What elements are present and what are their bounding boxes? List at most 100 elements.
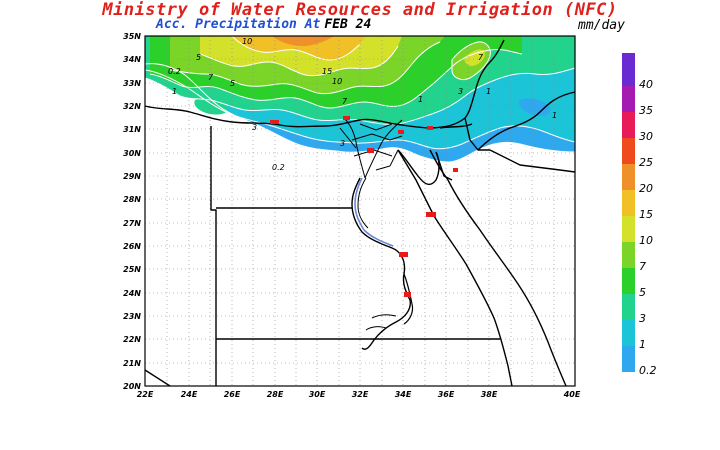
contour-label: 7 [208,73,214,82]
colorbar-swatch [622,53,635,86]
mediterranean-coast [144,39,505,129]
lat-label: 22N [123,335,141,344]
lon-label: 28E [267,390,284,399]
city-markers [270,116,458,297]
lat-label: 25N [123,265,141,274]
colorbar-tick: 3 [639,312,646,325]
lon-label: 22E [137,390,154,399]
colorbar-tick: 25 [639,156,653,169]
subtitle-date: FEB 24 [324,17,372,32]
city-marker [398,130,404,134]
colorbar-tick: 10 [639,234,653,247]
egypt-libya-border [210,126,217,386]
colorbar-tick: 15 [639,208,653,221]
contour-label: 7 [342,97,348,106]
map-title: Ministry of Water Resources and Irrigati… [102,0,618,20]
city-marker [404,292,411,297]
colorbar-swatch [622,86,635,112]
lat-label: 21N [123,359,141,368]
contour-label: 0.2 [272,163,285,172]
red-sea-east-coast [429,149,567,387]
coastlines-borders [144,39,576,387]
colorbar-swatch [622,294,635,320]
colorbar-tick: 20 [639,182,653,195]
colorbar-swatch [622,346,635,372]
colorbar-swatch [622,164,635,190]
colorbar-tick: 35 [639,104,653,117]
city-marker [453,168,458,172]
lat-label: 31N [123,125,141,134]
colorbar-tick: 40 [639,78,653,91]
colorbar-tick: 0.2 [639,364,657,377]
lat-label: 34N [123,55,141,64]
city-marker [399,252,408,257]
lon-label: 26E [224,390,241,399]
city-marker [426,212,436,217]
contour-label: 5 [230,79,235,88]
map-frame [144,35,576,387]
lat-label: 30N [123,149,141,158]
longitude-axis: 22E 24E 26E 28E 30E 32E 34E 36E 38E 40E [137,390,581,399]
colorbar-tick: 30 [639,130,653,143]
border-segment [439,123,473,129]
nile-river [351,177,414,350]
lon-label: 36E [438,390,455,399]
contour-label: 10 [242,37,252,46]
colorbar-swatch [622,268,635,294]
subtitle-label: Acc. Precipitation At [156,17,321,32]
precip-band-15 [232,36,366,60]
contour-label: 1 [552,111,557,120]
contour-value-labels: 10 15 10 7 5 3 1 0.2 0.2 1 3 5 7 3 1 1 7 [168,37,557,172]
lon-label: 38E [481,390,498,399]
lat-label: 29N [123,172,141,181]
colorbar-swatch [622,242,635,268]
lat-label: 26N [123,242,141,251]
levant-border [464,117,490,151]
contour-label: 3 [458,87,463,96]
red-sea-west-coast [397,149,513,387]
lat-label: 23N [123,312,141,321]
precip-cell-levant-core [464,49,485,66]
lon-label: 30E [309,390,326,399]
contour-label: 0.2 [168,67,181,76]
contour-label: 10 [332,77,342,86]
colorbar-tick: 5 [639,286,646,299]
lat-label: 24N [123,289,141,298]
colorbar: 0.2 1 3 5 7 10 15 20 25 30 35 40 [622,53,657,377]
city-marker [427,126,433,130]
colorbar-swatch [622,190,635,216]
lon-label: 32E [352,390,369,399]
contour-label: 1 [418,95,423,104]
contour-label: 3 [252,123,257,132]
gulf-of-aqaba [435,151,453,181]
city-marker [367,148,374,153]
colorbar-swatch [622,320,635,346]
saudi-border [489,149,576,173]
lon-label: 40E [563,390,581,399]
colorbar-tick: 7 [639,260,646,273]
colorbar-swatch [622,216,635,242]
contour-label: 5 [196,53,201,62]
lat-label: 27N [123,219,141,228]
precip-pocket [518,98,551,116]
contour-label: 1 [172,87,177,96]
latitude-axis: 35N 34N 33N 32N 31N 30N 29N 28N 27N 26N … [123,32,141,391]
colorbar-tick: 1 [639,338,646,351]
contour-label: 1 [486,87,491,96]
lat-label: 35N [123,32,141,41]
jordan-border [477,91,576,151]
colorbar-swatch [622,112,635,138]
lat-label: 32N [123,102,141,111]
colorbar-swatch [622,138,635,164]
contour-label: 15 [322,67,332,76]
map-subtitle: Acc. Precipitation At FEB 24 [156,17,371,32]
contour-label: 7 [478,53,484,62]
sinai-coast [397,149,440,186]
lat-label: 20N [123,382,141,391]
units-label: mm/day [578,18,625,33]
contour-label: 3 [340,139,345,148]
city-marker [270,120,279,124]
lat-label: 28N [123,195,141,204]
lat-label: 33N [123,79,141,88]
